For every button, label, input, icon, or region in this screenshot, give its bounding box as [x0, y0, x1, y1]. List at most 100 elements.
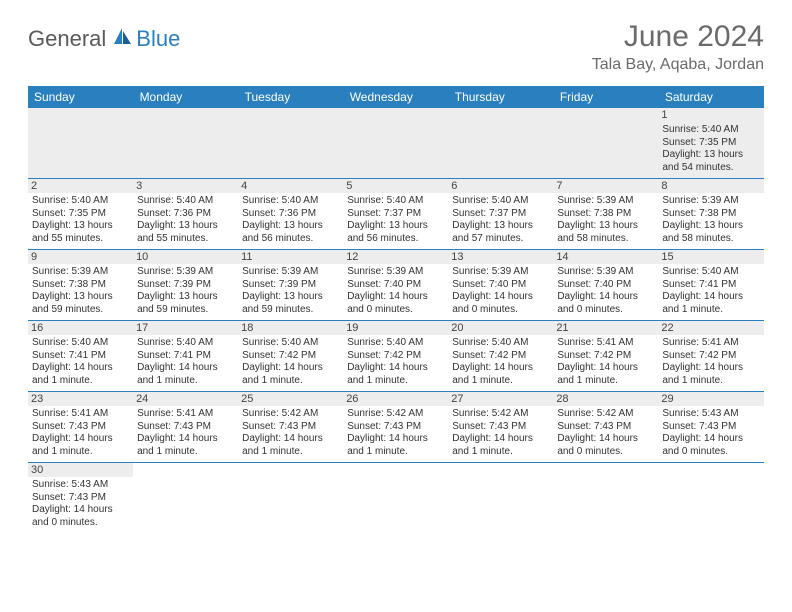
sunset-line: Sunset: 7:43 PM — [137, 421, 234, 434]
sunset-line: Sunset: 7:37 PM — [347, 208, 444, 221]
header: General Blue June 2024 Tala Bay, Aqaba, … — [28, 20, 764, 74]
sunrise-line: Sunrise: 5:42 AM — [242, 408, 339, 421]
calendar-cell: 15Sunrise: 5:40 AMSunset: 7:41 PMDayligh… — [658, 250, 763, 321]
calendar-cell: 4Sunrise: 5:40 AMSunset: 7:36 PMDaylight… — [238, 179, 343, 250]
calendar-cell: 13Sunrise: 5:39 AMSunset: 7:40 PMDayligh… — [448, 250, 553, 321]
logo-sail-icon — [112, 28, 132, 51]
calendar-cell: 19Sunrise: 5:40 AMSunset: 7:42 PMDayligh… — [343, 321, 448, 392]
day-details: Sunrise: 5:41 AMSunset: 7:43 PMDaylight:… — [32, 408, 129, 458]
day-details: Sunrise: 5:39 AMSunset: 7:38 PMDaylight:… — [557, 195, 654, 245]
day-details: Sunrise: 5:39 AMSunset: 7:40 PMDaylight:… — [452, 266, 549, 316]
sunrise-line: Sunrise: 5:39 AM — [557, 266, 654, 279]
weekday-header: Sunday — [28, 86, 133, 108]
sunset-line: Sunset: 7:35 PM — [662, 137, 759, 150]
calendar-cell: 3Sunrise: 5:40 AMSunset: 7:36 PMDaylight… — [133, 179, 238, 250]
calendar-cell: 12 Sunrise: 5:39 AMSunset: 7:40 PMDayligh… — [343, 250, 448, 321]
calendar-body: 1Sunrise: 5:40 AMSunset: 7:35 PMDaylight… — [28, 108, 764, 533]
daylight-line: Daylight: 14 hours and 1 minute. — [557, 362, 654, 387]
day-number: 24 — [133, 392, 238, 406]
calendar-cell-empty — [133, 463, 238, 534]
calendar-cell: 9Sunrise: 5:39 AMSunset: 7:38 PMDaylight… — [28, 250, 133, 321]
day-number: 9 — [28, 250, 133, 264]
day-details: Sunrise: 5:40 AMSunset: 7:36 PMDaylight:… — [242, 195, 339, 245]
calendar-cell-empty — [28, 108, 133, 179]
calendar-row: 1Sunrise: 5:40 AMSunset: 7:35 PMDaylight… — [28, 108, 764, 179]
day-details: Sunrise: 5:40 AMSunset: 7:42 PMDaylight:… — [452, 337, 549, 387]
day-details: Sunrise: 5:40 AMSunset: 7:35 PMDaylight:… — [662, 124, 759, 174]
day-number: 25 — [238, 392, 343, 406]
weekday-header: Thursday — [448, 86, 553, 108]
day-details: Sunrise: 5:39 AMSunset: 7:38 PMDaylight:… — [662, 195, 759, 245]
logo-text-general: General — [28, 26, 106, 52]
daylight-line: Daylight: 14 hours and 0 minutes. — [452, 291, 549, 316]
day-number: 6 — [448, 179, 553, 193]
daylight-line: Daylight: 14 hours and 1 minute. — [452, 362, 549, 387]
calendar-cell: 27Sunrise: 5:42 AMSunset: 7:43 PMDayligh… — [448, 392, 553, 463]
day-number: 2 — [28, 179, 133, 193]
sunrise-line: Sunrise: 5:39 AM — [452, 266, 549, 279]
sunset-line: Sunset: 7:43 PM — [557, 421, 654, 434]
sunrise-line: Sunrise: 5:39 AM — [137, 266, 234, 279]
sunset-line: Sunset: 7:39 PM — [242, 279, 339, 292]
sunset-line: Sunset: 7:43 PM — [452, 421, 549, 434]
calendar-cell: 28 Sunrise: 5:42 AMSunset: 7:43 PMDayligh… — [553, 392, 658, 463]
sunset-line: Sunset: 7:36 PM — [137, 208, 234, 221]
sunset-line: Sunset: 7:42 PM — [242, 350, 339, 363]
day-number: 28 — [553, 392, 658, 406]
sunrise-line: Sunrise: 5:42 AM — [347, 408, 444, 421]
day-details: Sunrise: 5:42 AMSunset: 7:43 PMDaylight:… — [347, 408, 444, 458]
calendar-cell: 14Sunrise: 5:39 AMSunset: 7:40 PMDayligh… — [553, 250, 658, 321]
day-number: 7 — [553, 179, 658, 193]
day-number: 11 — [238, 250, 343, 264]
day-number: 26 — [343, 392, 448, 406]
sunset-line: Sunset: 7:43 PM — [242, 421, 339, 434]
sunset-line: Sunset: 7:40 PM — [557, 279, 654, 292]
sunset-line: Sunset: 7:42 PM — [557, 350, 654, 363]
logo: General Blue — [28, 26, 180, 52]
sunrise-line: Sunrise: 5:40 AM — [347, 195, 444, 208]
sunrise-line: Sunrise: 5:39 AM — [242, 266, 339, 279]
calendar-cell-empty — [343, 108, 448, 179]
calendar-cell-empty — [448, 108, 553, 179]
sunrise-line: Sunrise: 5:40 AM — [662, 266, 759, 279]
day-details: Sunrise: 5:40 AMSunset: 7:41 PMDaylight:… — [662, 266, 759, 316]
day-details: Sunrise: 5:40 AMSunset: 7:42 PMDaylight:… — [347, 337, 444, 387]
calendar-cell: 22Sunrise: 5:41 AMSunset: 7:42 PMDayligh… — [658, 321, 763, 392]
calendar-cell-empty — [553, 463, 658, 534]
sunrise-line: Sunrise: 5:39 AM — [557, 195, 654, 208]
sunrise-line: Sunrise: 5:40 AM — [452, 337, 549, 350]
sunset-line: Sunset: 7:42 PM — [347, 350, 444, 363]
sunrise-line: Sunrise: 5:42 AM — [557, 408, 654, 421]
day-details: Sunrise: 5:40 AMSunset: 7:41 PMDaylight:… — [32, 337, 129, 387]
sunrise-line: Sunrise: 5:40 AM — [452, 195, 549, 208]
day-number: 12 — [343, 250, 448, 264]
sunset-line: Sunset: 7:38 PM — [557, 208, 654, 221]
title-block: June 2024 Tala Bay, Aqaba, Jordan — [592, 20, 764, 74]
weekday-header: Friday — [553, 86, 658, 108]
calendar-cell: 16Sunrise: 5:40 AMSunset: 7:41 PMDayligh… — [28, 321, 133, 392]
daylight-line: Daylight: 14 hours and 1 minute. — [32, 362, 129, 387]
day-number: 3 — [133, 179, 238, 193]
day-details: Sunrise: 5:39 AMSunset: 7:39 PMDaylight:… — [137, 266, 234, 316]
sunset-line: Sunset: 7:38 PM — [662, 208, 759, 221]
day-details: Sunrise: 5:40 AMSunset: 7:37 PMDaylight:… — [347, 195, 444, 245]
calendar-table: SundayMondayTuesdayWednesdayThursdayFrid… — [28, 86, 764, 533]
calendar-cell-empty — [238, 108, 343, 179]
sunrise-line: Sunrise: 5:40 AM — [242, 195, 339, 208]
daylight-line: Daylight: 14 hours and 0 minutes. — [557, 433, 654, 458]
sunrise-line: Sunrise: 5:40 AM — [242, 337, 339, 350]
daylight-line: Daylight: 13 hours and 56 minutes. — [347, 220, 444, 245]
day-details: Sunrise: 5:39 AMSunset: 7:40 PMDaylight:… — [347, 266, 444, 316]
day-number: 5 — [343, 179, 448, 193]
daylight-line: Daylight: 14 hours and 0 minutes. — [557, 291, 654, 316]
weekday-header: Monday — [133, 86, 238, 108]
daylight-line: Daylight: 13 hours and 57 minutes. — [452, 220, 549, 245]
calendar-cell: 2Sunrise: 5:40 AMSunset: 7:35 PMDaylight… — [28, 179, 133, 250]
day-details: Sunrise: 5:39 AMSunset: 7:39 PMDaylight:… — [242, 266, 339, 316]
sunrise-line: Sunrise: 5:39 AM — [662, 195, 759, 208]
calendar-cell: 5 Sunrise: 5:40 AMSunset: 7:37 PMDaylight… — [343, 179, 448, 250]
sunrise-line: Sunrise: 5:41 AM — [662, 337, 759, 350]
location: Tala Bay, Aqaba, Jordan — [592, 56, 764, 74]
day-details: Sunrise: 5:40 AMSunset: 7:41 PMDaylight:… — [137, 337, 234, 387]
sunset-line: Sunset: 7:43 PM — [32, 492, 129, 505]
